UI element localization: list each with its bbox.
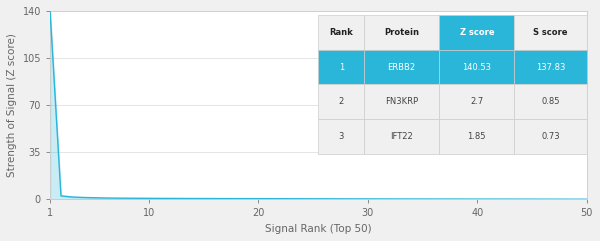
Text: 137.83: 137.83 (536, 62, 565, 72)
Text: 3: 3 (338, 132, 344, 141)
Text: 0.85: 0.85 (541, 97, 560, 107)
X-axis label: Signal Rank (Top 50): Signal Rank (Top 50) (265, 224, 372, 234)
Text: 0.73: 0.73 (541, 132, 560, 141)
Text: 1: 1 (338, 62, 344, 72)
Text: Z score: Z score (460, 28, 494, 37)
Text: IFT22: IFT22 (390, 132, 413, 141)
Text: 2: 2 (338, 97, 344, 107)
Text: FN3KRP: FN3KRP (385, 97, 418, 107)
Text: 2.7: 2.7 (470, 97, 484, 107)
Text: Protein: Protein (384, 28, 419, 37)
Text: S score: S score (533, 28, 568, 37)
Text: 1.85: 1.85 (467, 132, 486, 141)
Text: Rank: Rank (329, 28, 353, 37)
Y-axis label: Strength of Signal (Z score): Strength of Signal (Z score) (7, 33, 17, 177)
Text: ERBB2: ERBB2 (388, 62, 416, 72)
Text: 140.53: 140.53 (463, 62, 491, 72)
